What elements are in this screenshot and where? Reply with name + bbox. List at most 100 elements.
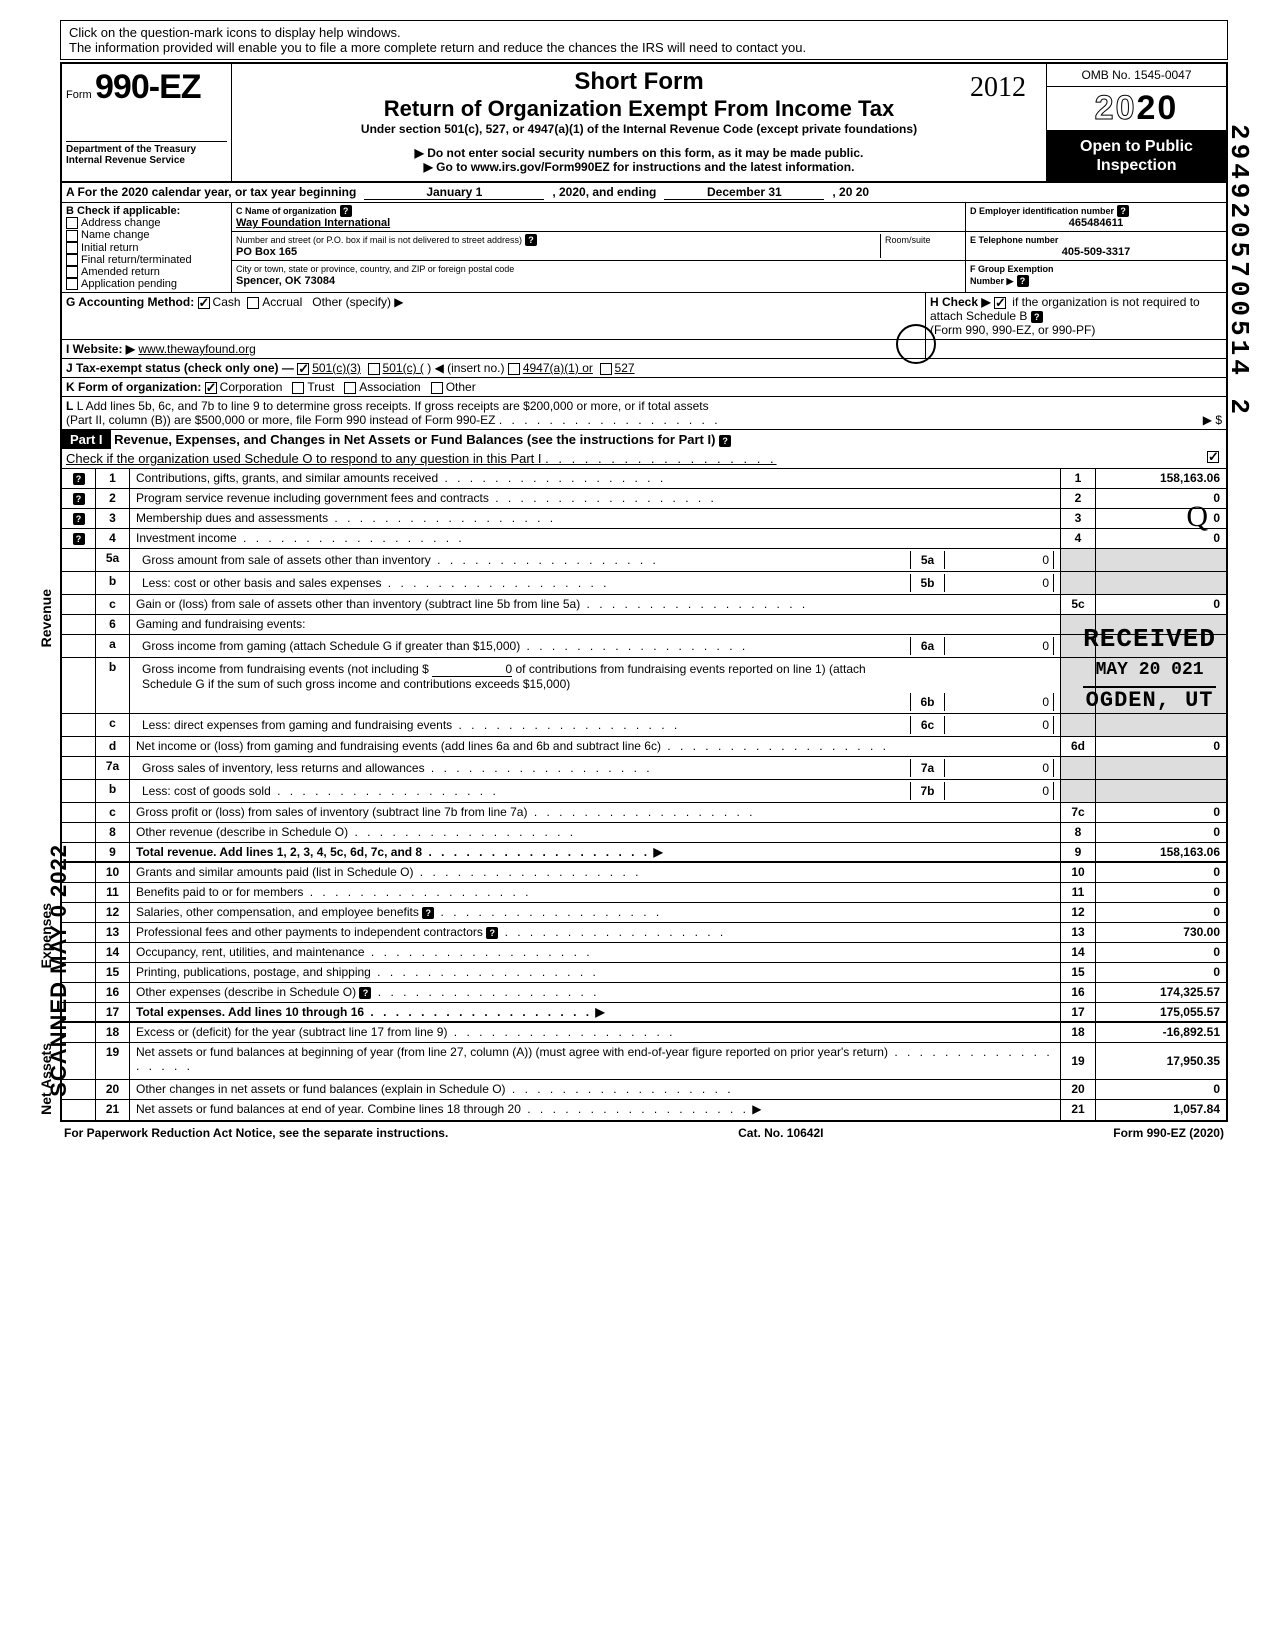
line-7a-amount[interactable]: 0 (944, 759, 1054, 777)
website[interactable]: www.thewayfound.org (138, 342, 255, 356)
under-section: Under section 501(c), 527, or 4947(a)(1)… (240, 122, 1038, 136)
help-icon[interactable]: ? (73, 513, 85, 525)
dept-irs: Internal Revenue Service (66, 155, 227, 166)
form-number: 990-EZ (95, 68, 201, 106)
help-icon[interactable]: ? (340, 205, 352, 217)
instructions-box: Click on the question-mark icons to disp… (60, 20, 1228, 60)
line-5b-amount[interactable]: 0 (944, 574, 1054, 592)
checkbox-application-pending[interactable] (66, 278, 78, 290)
goto-url: ▶ Go to www.irs.gov/Form990EZ for instru… (240, 160, 1038, 174)
form-reference: Form 990-EZ (2020) (1113, 1126, 1224, 1140)
line-7c-amount[interactable]: 0 (1096, 803, 1226, 822)
line-16-amount[interactable]: 174,325.57 (1096, 983, 1226, 1002)
help-icon[interactable]: ? (719, 435, 731, 447)
no-ssn-warning: ▶ Do not enter social security numbers o… (240, 146, 1038, 160)
line-20-amount[interactable]: 0 (1096, 1080, 1226, 1099)
room-label: Room/suite (885, 235, 931, 245)
checkbox-initial-return[interactable] (66, 242, 78, 254)
help-icon[interactable]: ? (525, 234, 537, 246)
handwritten-year: 2012 (970, 72, 1026, 104)
section-i-label: I Website: ▶ (66, 342, 135, 356)
help-icon[interactable]: ? (1031, 311, 1043, 323)
expenses-label: Expenses (38, 903, 54, 968)
checkbox-name-change[interactable] (66, 230, 78, 242)
tax-year-begin[interactable]: January 1 (364, 185, 544, 200)
line-13-amount[interactable]: 730.00 (1096, 923, 1226, 942)
section-d-label: D Employer identification number (970, 206, 1114, 216)
return-title: Return of Organization Exempt From Incom… (240, 96, 1038, 122)
checkbox-amended-return[interactable] (66, 266, 78, 278)
line-6c-amount[interactable]: 0 (944, 716, 1054, 734)
section-j: J Tax-exempt status (check only one) — 5… (62, 359, 1226, 378)
line-4-amount[interactable]: 0 (1096, 529, 1226, 548)
revenue-section: Revenue ?1 Contributions, gifts, grants,… (62, 469, 1226, 863)
help-icon[interactable]: ? (486, 927, 498, 939)
tax-year-end[interactable]: December 31 (664, 185, 824, 200)
line-11-amount[interactable]: 0 (1096, 883, 1226, 902)
section-j-label: J Tax-exempt status (check only one) — (66, 361, 294, 375)
footer: For Paperwork Reduction Act Notice, see … (60, 1122, 1228, 1144)
line-6d-amount[interactable]: 0 (1096, 737, 1226, 756)
help-icon[interactable]: ? (1017, 275, 1029, 287)
form-990ez: 2949205700514 2 SCANNED MAY 0 2022 2012 … (60, 62, 1228, 1122)
line-10-amount[interactable]: 0 (1096, 863, 1226, 882)
section-h-label: H Check ▶ (930, 295, 991, 309)
line-18-amount[interactable]: -16,892.51 (1096, 1023, 1226, 1042)
street-address[interactable]: PO Box 165 (236, 246, 297, 258)
checkbox-4947a1[interactable] (508, 363, 520, 375)
checkbox-other-org[interactable] (431, 382, 443, 394)
checkbox-trust[interactable] (292, 382, 304, 394)
line-19-amount[interactable]: 17,950.35 (1096, 1043, 1226, 1079)
net-assets-label: Net Assets (38, 1043, 54, 1115)
line-15-amount[interactable]: 0 (1096, 963, 1226, 982)
line-3-amount[interactable]: 0 (1096, 509, 1226, 528)
line-14-amount[interactable]: 0 (1096, 943, 1226, 962)
checkbox-schedule-b[interactable] (994, 297, 1006, 309)
line-12-amount[interactable]: 0 (1096, 903, 1226, 922)
telephone[interactable]: 405-509-3317 (970, 246, 1222, 258)
checkbox-association[interactable] (344, 382, 356, 394)
checkbox-corporation[interactable] (205, 382, 217, 394)
line-5a-amount[interactable]: 0 (944, 551, 1054, 569)
line-9-amount[interactable]: 158,163.06 (1096, 843, 1226, 861)
help-icon[interactable]: ? (1117, 205, 1129, 217)
checkbox-527[interactable] (600, 363, 612, 375)
form-prefix: Form (66, 89, 92, 101)
section-f-label2: Number ▶ (970, 276, 1013, 286)
line-2-amount[interactable]: 0 (1096, 489, 1226, 508)
help-icon[interactable]: ? (422, 907, 434, 919)
line-17-amount[interactable]: 175,055.57 (1096, 1003, 1226, 1021)
city-state-zip[interactable]: Spencer, OK 73084 (236, 275, 335, 287)
checkbox-accrual[interactable] (247, 297, 259, 309)
help-icon[interactable]: ? (73, 473, 85, 485)
line-7b-amount[interactable]: 0 (944, 782, 1054, 800)
line-6a-amount[interactable]: 0 (944, 637, 1054, 655)
line-1-amount[interactable]: 158,163.06 (1096, 469, 1226, 488)
line-6b-amount[interactable]: 0 (944, 693, 1054, 711)
ein[interactable]: 465484611 (970, 217, 1222, 229)
net-assets-section: Net Assets 18 Excess or (deficit) for th… (62, 1023, 1226, 1120)
sections-g-h: G Accounting Method: Cash Accrual Other … (62, 293, 1226, 340)
city-label: City or town, state or province, country… (236, 264, 514, 274)
checkbox-cash[interactable] (198, 297, 210, 309)
checkbox-501c3[interactable] (297, 363, 309, 375)
checkbox-501c[interactable] (368, 363, 380, 375)
handwritten-initial-circle (896, 324, 936, 364)
checkbox-schedule-o-part1[interactable] (1207, 451, 1219, 463)
line-5c-amount[interactable]: 0 (1096, 595, 1226, 614)
help-icon[interactable]: ? (359, 987, 371, 999)
line-8-amount[interactable]: 0 (1096, 823, 1226, 842)
section-e-label: E Telephone number (970, 235, 1058, 245)
org-name[interactable]: Way Foundation International (236, 217, 390, 229)
section-a-tax-year: A For the 2020 calendar year, or tax yea… (62, 183, 1226, 203)
help-icon[interactable]: ? (73, 493, 85, 505)
checkbox-final-return[interactable] (66, 254, 78, 266)
line-21-amount[interactable]: 1,057.84 (1096, 1100, 1226, 1120)
street-label: Number and street (or P.O. box if mail i… (236, 235, 522, 245)
help-icon[interactable]: ? (73, 533, 85, 545)
line-6b-contributions[interactable]: 0 (432, 662, 512, 677)
checkbox-address-change[interactable] (66, 217, 78, 229)
instructions-line2: The information provided will enable you… (69, 40, 1219, 55)
catalog-number: Cat. No. 10642I (738, 1126, 823, 1140)
section-c-name-label: C Name of organization (236, 206, 337, 216)
